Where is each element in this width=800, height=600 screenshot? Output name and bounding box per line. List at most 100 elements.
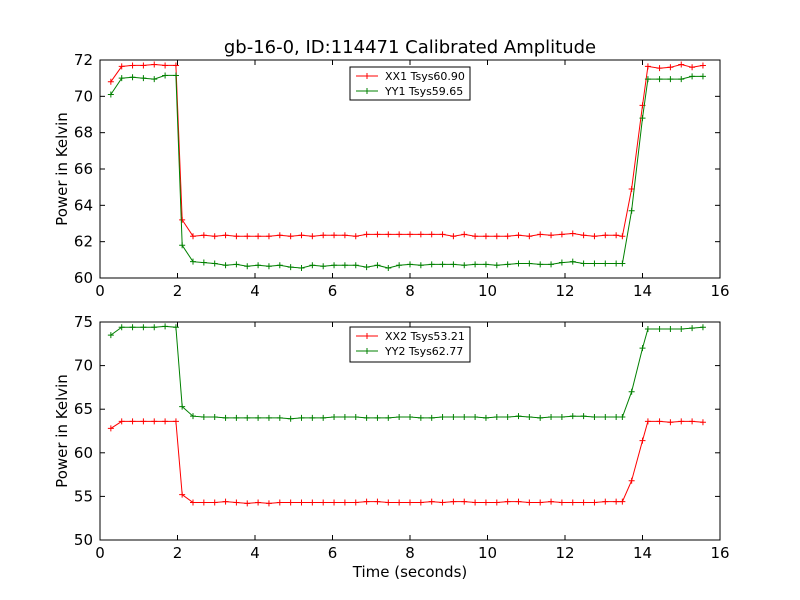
data-point — [689, 73, 696, 80]
data-point — [644, 418, 651, 425]
series-0-0 — [107, 61, 706, 240]
data-point — [276, 414, 283, 421]
data-point — [129, 324, 136, 331]
data-point — [461, 414, 468, 421]
data-point — [129, 62, 136, 69]
data-point — [140, 75, 147, 82]
data-point — [244, 263, 251, 270]
data-point — [211, 499, 218, 506]
data-point — [472, 499, 479, 506]
x-tick-label: 8 — [405, 544, 415, 562]
data-point — [374, 414, 381, 421]
data-point — [493, 414, 500, 421]
data-point — [689, 325, 696, 332]
data-point — [162, 62, 169, 69]
data-point — [385, 231, 392, 238]
data-point — [407, 414, 413, 421]
data-point — [287, 233, 294, 240]
data-point — [298, 414, 305, 421]
data-point — [472, 233, 479, 240]
data-point — [537, 414, 544, 421]
y-axis-label: Power in Kelvin — [53, 374, 71, 488]
data-point — [211, 260, 218, 267]
data-point — [385, 414, 392, 421]
data-point — [482, 414, 489, 421]
data-point — [628, 477, 635, 484]
legend-label: YY1 Tsys59.65 — [384, 85, 463, 98]
data-point — [515, 260, 522, 267]
data-point — [689, 418, 696, 425]
x-tick-label: 14 — [633, 282, 652, 300]
data-point — [107, 425, 114, 432]
data-point — [558, 414, 565, 421]
data-point — [118, 418, 125, 425]
data-point — [287, 415, 294, 422]
data-point — [580, 260, 587, 267]
data-point — [591, 260, 598, 267]
x-tick-label: 4 — [250, 544, 260, 562]
y-tick-label: 65 — [74, 400, 93, 418]
y-tick-label: 75 — [74, 313, 93, 331]
data-point — [450, 414, 457, 421]
data-point — [385, 265, 392, 272]
data-point — [417, 414, 424, 421]
data-point — [331, 414, 338, 421]
data-point — [482, 499, 489, 506]
data-point — [613, 498, 620, 505]
data-point — [699, 419, 706, 426]
data-point — [439, 231, 446, 238]
data-point — [602, 414, 609, 421]
data-point — [200, 259, 207, 266]
data-point — [619, 414, 626, 421]
data-point — [667, 76, 674, 83]
data-point — [548, 414, 555, 421]
data-point — [151, 61, 158, 68]
series-line — [110, 74, 703, 269]
data-point — [129, 418, 136, 425]
data-point — [439, 414, 446, 421]
data-point — [298, 232, 305, 239]
data-point — [222, 262, 229, 269]
data-point — [341, 499, 348, 506]
data-point — [639, 345, 646, 352]
bottom-panel: 0 2 4 6 8 10 12 14 16 50 55 60 65 70 75 Power in Kelvin… — [53, 313, 730, 562]
legend-label: YY2 Tsys62.77 — [384, 345, 463, 358]
data-point — [602, 498, 609, 505]
data-point — [265, 233, 272, 240]
data-point — [352, 233, 359, 240]
data-point — [569, 258, 576, 265]
x-tick-label: 2 — [173, 282, 183, 300]
y-tick-label: 62 — [74, 233, 93, 251]
data-point — [628, 185, 635, 192]
data-point — [619, 233, 626, 240]
data-point — [526, 414, 533, 421]
data-point — [450, 261, 457, 268]
data-point — [450, 498, 457, 505]
data-point — [179, 403, 186, 410]
data-point — [417, 231, 424, 238]
data-point — [644, 63, 651, 70]
x-axis-label: Time (seconds) — [352, 563, 468, 581]
x-tick-label: 8 — [405, 282, 415, 300]
data-point — [172, 418, 179, 425]
data-point — [287, 499, 294, 506]
legend: XX2 Tsys53.21 YY2 Tsys62.77 — [349, 326, 471, 363]
data-point — [255, 414, 262, 421]
x-tick-label: 2 — [173, 544, 183, 562]
data-point — [526, 499, 533, 506]
data-point — [107, 332, 114, 339]
data-point — [151, 324, 158, 331]
data-point — [439, 261, 446, 268]
data-point — [363, 414, 370, 421]
data-point — [504, 261, 511, 268]
data-point — [222, 414, 229, 421]
data-point — [472, 261, 479, 268]
data-point — [309, 262, 316, 269]
data-point — [172, 62, 179, 69]
x-tick-label: 0 — [95, 282, 105, 300]
series-0-1 — [107, 72, 706, 272]
data-point — [580, 232, 587, 239]
data-point — [211, 233, 218, 240]
data-point — [265, 263, 272, 270]
data-point — [179, 216, 186, 223]
